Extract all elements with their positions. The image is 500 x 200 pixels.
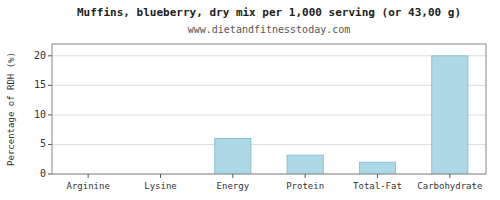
y-tick-label: 20 bbox=[34, 50, 46, 61]
subtitle: www.dietandfitnesstoday.com bbox=[188, 24, 351, 35]
x-tick-label: Total-Fat bbox=[353, 181, 402, 191]
y-axis-label: Percentage of RDH (%) bbox=[6, 52, 16, 166]
grid-line bbox=[52, 114, 486, 115]
chart-container: 0 5 10 15 20 Arginine Lysine Energy Protein Total… bbox=[0, 0, 500, 200]
bars bbox=[215, 56, 468, 174]
title: Muffins, blueberry, dry mix per 1,000 se… bbox=[77, 6, 461, 19]
x-tick bbox=[449, 174, 450, 178]
chart-svg: 0 5 10 15 20 Arginine Lysine Energy Protein Total… bbox=[0, 0, 500, 200]
y-tick-label: 10 bbox=[34, 109, 46, 120]
plot-frame bbox=[52, 44, 486, 174]
x-tick bbox=[88, 174, 89, 178]
grid-line bbox=[52, 55, 486, 56]
x-tick-label: Energy bbox=[217, 181, 250, 191]
x-tick-label: Protein bbox=[286, 181, 324, 191]
x-tick-label: Carbohydrate bbox=[417, 181, 482, 191]
x-tick bbox=[232, 174, 233, 178]
grid-line bbox=[52, 144, 486, 145]
grid-line bbox=[52, 85, 486, 86]
bar bbox=[432, 56, 468, 174]
x-tick-label: Lysine bbox=[144, 181, 177, 191]
y-tick bbox=[48, 174, 52, 175]
y-tick bbox=[48, 55, 52, 56]
bar bbox=[359, 162, 395, 174]
y-tick-label: 5 bbox=[40, 138, 46, 149]
y-tick bbox=[48, 114, 52, 115]
bar bbox=[215, 139, 251, 174]
x-tick bbox=[305, 174, 306, 178]
x-tick bbox=[377, 174, 378, 178]
y-tick-label: 0 bbox=[40, 168, 46, 179]
bar bbox=[287, 155, 323, 174]
x-tick-label: Arginine bbox=[66, 181, 109, 191]
y-tick bbox=[48, 144, 52, 145]
x-tick bbox=[160, 174, 161, 178]
y-tick bbox=[48, 85, 52, 86]
y-tick-label: 15 bbox=[34, 79, 46, 90]
